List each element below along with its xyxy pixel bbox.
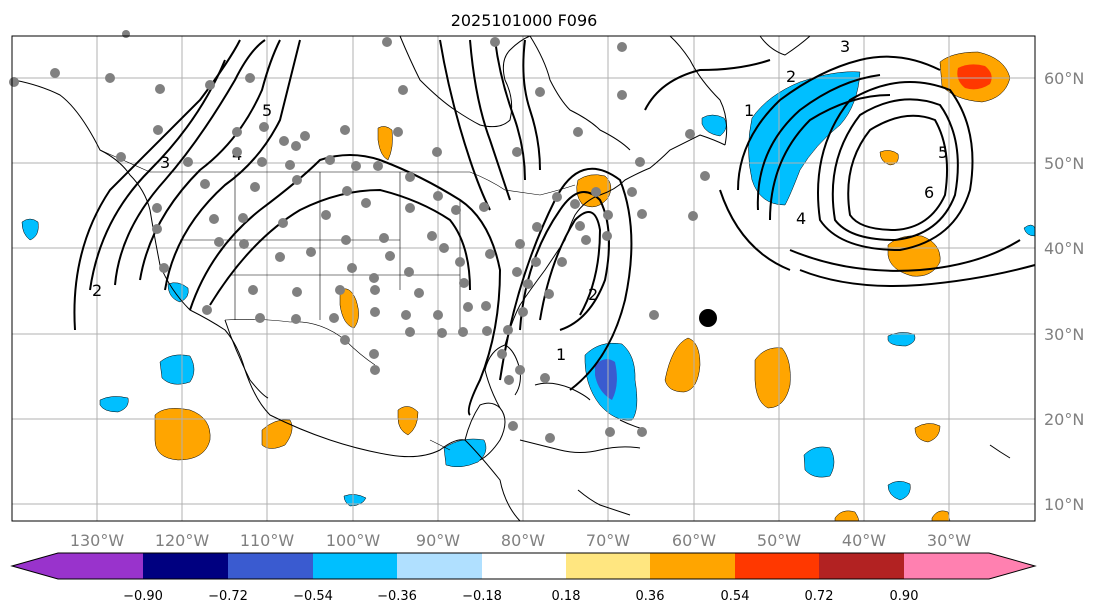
colorbar-tick: −0.90: [123, 589, 163, 604]
contour-labels: 2 3 4 5 2 1 1 2 3 4 5 6: [92, 37, 948, 364]
colorbar-segment: [482, 553, 566, 579]
colorbar-tick: −0.18: [462, 589, 502, 604]
colorbar-segment: [566, 553, 650, 579]
lat-label: 50°N: [1044, 154, 1084, 173]
lon-label: 30°W: [927, 531, 971, 550]
storm-center-marker: [699, 309, 717, 327]
longitude-labels: 130°W 120°W 110°W 100°W 90°W 80°W 70°W 6…: [70, 531, 971, 550]
colorbar-segment: [58, 553, 143, 579]
colorbar-segment: [650, 553, 735, 579]
colorbar-segment: [989, 553, 1035, 579]
contour-label: 6: [924, 183, 934, 202]
colorbar-segment: [735, 553, 819, 579]
anomaly-shading: [21, 51, 1036, 522]
lon-label: 130°W: [70, 531, 125, 550]
contour-label: 5: [262, 101, 272, 120]
colorbar-ticks: −0.90 −0.72 −0.54 −0.36 −0.18 0.18 0.36 …: [123, 589, 918, 604]
lon-label: 70°W: [586, 531, 630, 550]
colorbar-tick: −0.36: [377, 589, 417, 604]
lon-label: 60°W: [672, 531, 716, 550]
map-title: 2025101000 F096: [451, 11, 598, 30]
colorbar-tick: 0.90: [890, 589, 919, 604]
lat-label: 20°N: [1044, 410, 1084, 429]
colorbar-segment: [397, 553, 482, 579]
colorbar-tick: 0.36: [636, 589, 665, 604]
lon-label: 50°W: [757, 531, 801, 550]
lon-label: 40°W: [842, 531, 886, 550]
contour-label: 2: [92, 281, 102, 300]
colorbar-segment: [143, 553, 228, 579]
lat-label: 10°N: [1044, 495, 1084, 514]
contour-label: 2: [588, 285, 598, 304]
contour-label: 2: [786, 67, 796, 86]
colorbar-segment: [904, 553, 989, 579]
colorbar-segment: [12, 553, 58, 579]
colorbar-tick: 0.54: [721, 589, 750, 604]
lat-label: 40°N: [1044, 239, 1084, 258]
lon-label: 120°W: [155, 531, 210, 550]
colorbar-segment: [819, 553, 904, 579]
map-area: 2 3 4 5 2 1 1 2 3 4 5 6: [9, 30, 1036, 522]
contour-label: 1: [744, 101, 754, 120]
lon-label: 100°W: [326, 531, 381, 550]
colorbar-tick: 0.72: [805, 589, 834, 604]
colorbar-tick: 0.18: [552, 589, 581, 604]
map-frame: [11, 35, 1036, 522]
colorbar-segment: [313, 553, 397, 579]
contours: [73, 39, 1036, 416]
contour-label: 1: [556, 345, 566, 364]
contour-label: 3: [160, 153, 170, 172]
colorbar-tick: −0.72: [208, 589, 248, 604]
latitude-labels: 60°N 50°N 40°N 30°N 20°N 10°N: [1044, 69, 1084, 514]
colorbar-segment: [228, 553, 313, 579]
lon-label: 80°W: [501, 531, 545, 550]
contour-label: 3: [840, 37, 850, 56]
colorbar-tick: −0.54: [293, 589, 333, 604]
contour-label: 4: [796, 209, 806, 228]
lat-label: 60°N: [1044, 69, 1084, 88]
contour-label: 5: [938, 143, 948, 162]
borders: [99, 149, 576, 451]
lon-label: 110°W: [240, 531, 295, 550]
colorbar: −0.90 −0.72 −0.54 −0.36 −0.18 0.18 0.36 …: [10, 552, 1037, 604]
lat-label: 30°N: [1044, 325, 1084, 344]
station-dots: [9, 30, 710, 443]
lon-label: 90°W: [416, 531, 460, 550]
coastlines: [13, 35, 1011, 522]
